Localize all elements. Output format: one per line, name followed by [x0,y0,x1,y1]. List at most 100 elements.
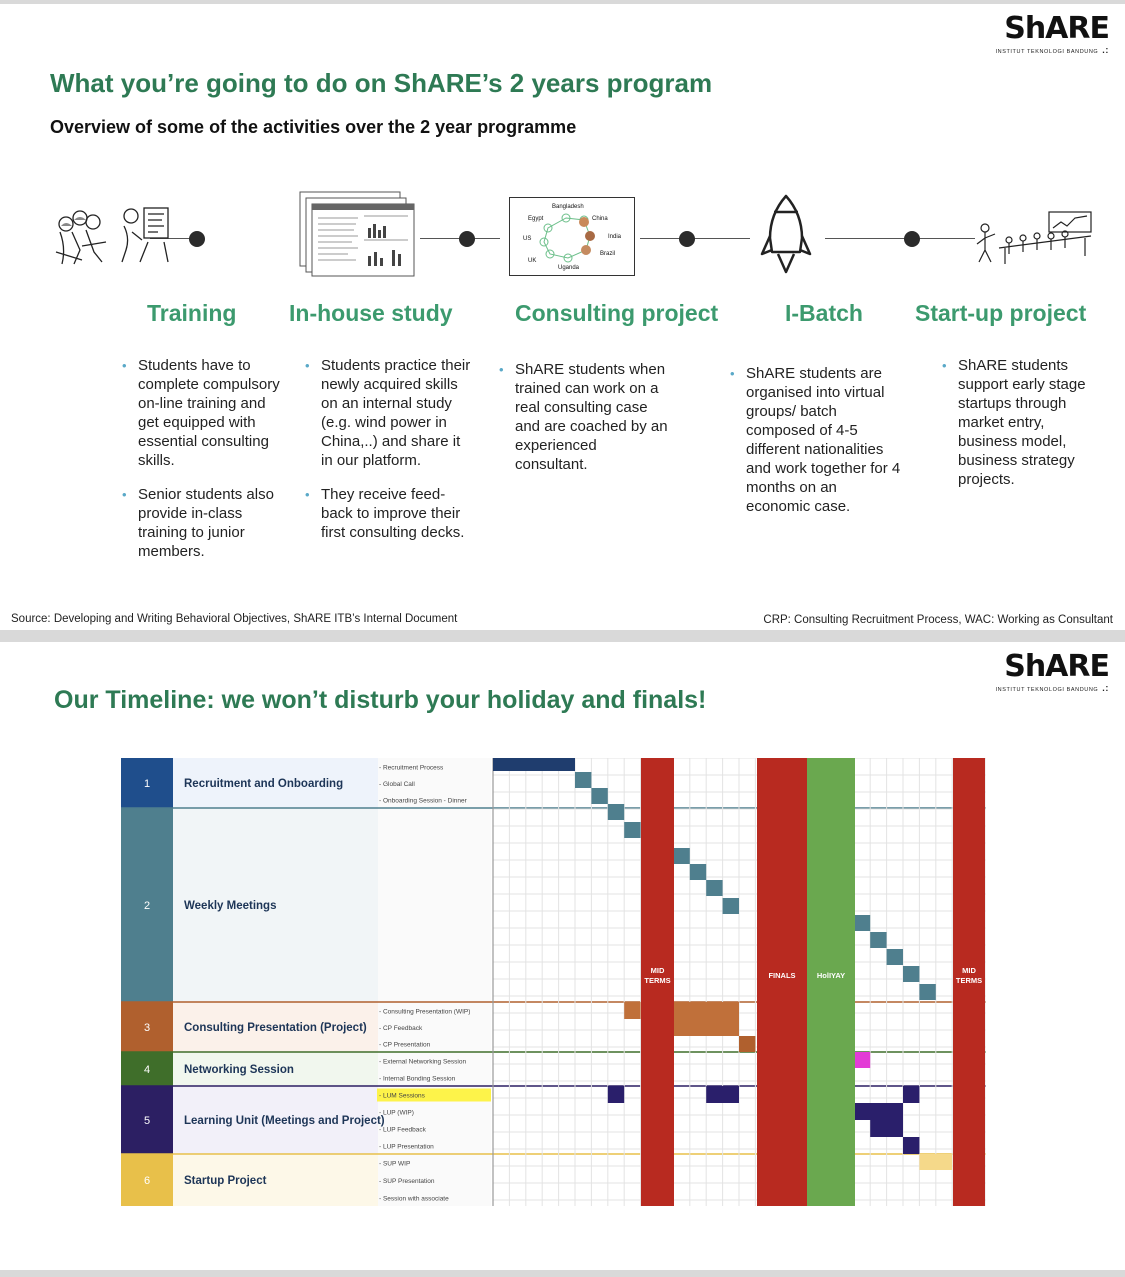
activity-label: - SUP Presentation [379,1178,435,1185]
section-name: Recruitment and Onboarding [184,778,343,790]
activity-label: - SUP WIP [379,1161,410,1168]
slide-title: Our Timeline: we won’t disturb your holi… [54,686,707,714]
recruitment-step [591,788,608,804]
map-label: Bangladesh [552,204,584,210]
lum-cell [903,1086,920,1103]
activity-label: - External Networking Session [379,1059,466,1066]
section-number: 3 [144,1022,150,1034]
timeline-connector [825,238,975,239]
weekly-meeting-step [624,822,641,838]
consulting-project-bullets: ShARE students when trained can work on … [499,360,669,489]
calendar-band [807,758,855,1206]
timeline-dot [459,231,475,247]
lum-cell [706,1086,739,1103]
stage-title-in-house-study: In-house study [289,300,453,326]
section-activity-block [378,808,491,1002]
share-logo: ShARE INSTITUT TEKNOLOGI BANDUNG.: [995,11,1110,56]
section-label-block [173,1154,378,1206]
activity-label: - LUP Feedback [379,1127,427,1134]
cp-feedback-bar [673,1019,739,1036]
timeline-dot [679,231,695,247]
map-label: India [608,234,622,240]
calendar-band [641,758,674,1206]
logo-subtitle: INSTITUT TEKNOLOGI BANDUNG.: [995,683,1110,694]
logo-brand: ShARE [1004,649,1110,684]
program-overview-slide: ShARE INSTITUT TEKNOLOGI BANDUNG.: What … [0,4,1125,630]
share-logo: ShARE INSTITUT TEKNOLOGI BANDUNG.: [995,649,1110,694]
i-batch-bullets: ShARE students are organised into virtua… [730,364,902,531]
cp-presentation-cell [739,1036,756,1052]
weekly-meeting-step [706,880,723,896]
weekly-meeting-step [689,864,707,880]
section-number: 5 [144,1115,150,1127]
training-people-icon [55,207,169,265]
country-network-diagram: Bangladesh Egypt China US India Brazil U… [509,197,635,276]
activity-label: - Recruitment Process [379,764,444,771]
activity-label: - Internal Bonding Session [379,1076,456,1083]
section-activity-block [378,758,491,808]
weekly-meeting-step [919,984,936,1000]
section-label-block [173,758,378,808]
gantt-timeline: 1 Recruitment and Onboarding - Recruitment… [121,758,986,1206]
calendar-band-label: TERMS [956,976,982,985]
activity-label: - CP Presentation [379,1042,431,1049]
map-label: Brazil [600,251,616,257]
logo-dots-icon: .: [1102,683,1109,693]
activity-label: - Session with associate [379,1195,449,1202]
section-number-block [121,808,173,1002]
recruitment-bar [493,758,575,771]
slide-subtitle: Overview of some of the activities over … [50,117,577,137]
source-note: Source: Developing and Writing Behaviora… [11,613,458,625]
lup-presentation-cell [903,1137,920,1154]
activity-label: - CP Feedback [379,1025,423,1032]
bullet-item: They receive feed-back to improve their … [305,485,475,542]
bullet-item: ShARE students support early stage start… [942,356,1102,489]
activity-label: - LUP (WIP) [379,1110,414,1117]
section-label-block [173,1002,378,1052]
timeline-connector [150,238,200,239]
weekly-meeting-step [903,966,920,982]
weekly-meeting-step [886,949,903,965]
activity-highlight [377,1088,491,1102]
bullet-item: Senior students also provide in-class tr… [122,485,282,561]
calendar-band-label: FINALS [768,971,795,980]
section-label-block [173,1052,378,1086]
logo-brand: ShARE [1004,11,1110,46]
map-label: Uganda [558,265,580,271]
cp-wip-cell [624,1002,641,1019]
gantt-chart: 1 Recruitment and Onboarding - Recruitment… [121,758,986,1206]
study-documents-icon [299,191,415,277]
stage-title-i-batch: I-Batch [785,300,863,326]
section-number-block [121,1086,173,1154]
activity-label: - Global Call [379,781,415,788]
section-number: 6 [144,1175,150,1187]
activity-label: - LUP Presentation [379,1144,434,1151]
section-number: 4 [144,1064,150,1076]
section-activity-block [378,1154,491,1206]
cp-wip-bar [673,1002,739,1019]
section-number: 1 [144,778,150,790]
section-name: Consulting Presentation (Project) [184,1022,367,1034]
logo-sub-text: INSTITUT TEKNOLOGI BANDUNG [995,687,1099,693]
logo-sub-text: INSTITUT TEKNOLOGI BANDUNG [995,49,1099,55]
section-number-block [121,1002,173,1052]
section-number: 2 [144,900,150,912]
bullet-item: Students have to complete compulsory on-… [122,356,282,470]
timeline-slide: ShARE INSTITUT TEKNOLOGI BANDUNG.: Our T… [0,642,1125,1270]
lup-feedback-bar [870,1120,903,1137]
section-number-block [121,1154,173,1206]
map-label: US [523,236,532,242]
bullet-item: ShARE students are organised into virtua… [730,364,902,516]
section-name: Startup Project [184,1175,267,1187]
network-links [539,213,595,263]
calendar-band [757,758,807,1206]
start-up-project-bullets: ShARE students support early stage start… [942,356,1102,504]
section-label-block [173,808,378,1002]
activity-label: - Consulting Presentation (WIP) [379,1008,470,1015]
timeline-connector [640,238,750,239]
timeline-dot [904,231,920,247]
lum-cell [607,1086,625,1103]
section-number-block [121,758,173,808]
rocket-icon [760,194,812,274]
calendar-band [953,758,985,1206]
